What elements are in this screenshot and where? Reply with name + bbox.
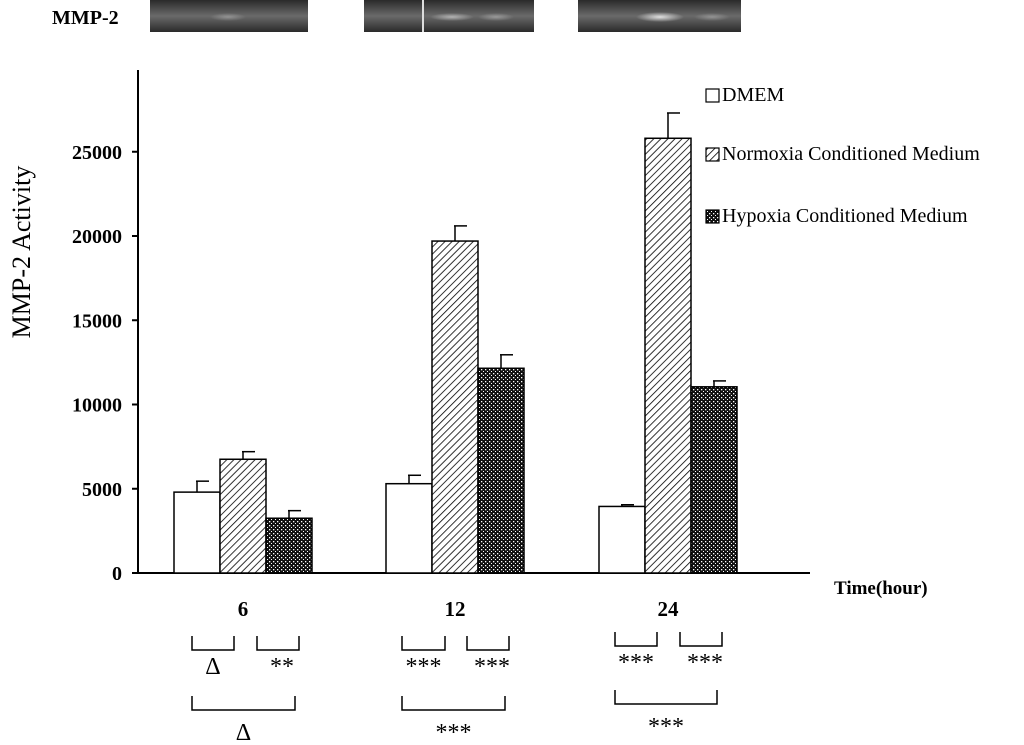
bars: [173, 112, 738, 574]
bar: [477, 367, 525, 574]
legend-swatch: [705, 209, 720, 224]
significance-mark: ***: [687, 650, 723, 676]
significance-mark: ***: [436, 720, 472, 745]
y-tick-label: 20000: [72, 226, 122, 248]
gel-lane-divider: [422, 0, 424, 32]
significance-mark: ***: [648, 714, 684, 740]
gel-band: [210, 13, 246, 21]
bar: [173, 491, 221, 574]
bracket-left: [191, 636, 235, 651]
significance-mark: ***: [406, 654, 442, 680]
bracket-bottom: [401, 696, 506, 711]
significance-mark: Δ: [236, 720, 251, 745]
bracket-bottom: [191, 696, 296, 711]
x-tick-label: 6: [238, 597, 249, 621]
legend-swatch: [705, 88, 720, 103]
bracket-bottom: [614, 690, 718, 705]
significance-mark: Δ: [205, 654, 220, 680]
y-tick-label: 25000: [72, 142, 122, 164]
x-axis-title: Time(hour): [834, 578, 928, 599]
y-tick-label: 15000: [72, 310, 122, 332]
bar: [644, 137, 692, 574]
y-ticks: 0 5000 10000 15000 20000 25000: [72, 142, 138, 585]
significance-mark: ***: [618, 650, 654, 676]
bracket-right: [679, 632, 723, 647]
bar: [219, 458, 267, 574]
gel-label: MMP-2: [52, 7, 119, 29]
significance-mark: **: [270, 654, 294, 680]
significance-brackets: Δ ** Δ *** *** *** *** *** ***: [191, 632, 723, 745]
gel-band: [636, 12, 684, 22]
bar: [598, 505, 646, 574]
legend: DMEM Normoxia Conditioned Medium Hypoxia C…: [705, 84, 980, 227]
y-tick-label: 0: [112, 563, 122, 585]
x-tick-label: 12: [445, 597, 466, 621]
bar: [690, 386, 738, 574]
bar: [431, 240, 479, 574]
y-tick-label: 5000: [82, 479, 122, 501]
legend-entry: Normoxia Conditioned Medium: [722, 143, 980, 165]
y-axis-title: MMP-2 Activity: [7, 166, 36, 339]
significance-mark: ***: [474, 654, 510, 680]
x-tick-label: 24: [658, 597, 680, 621]
gel-band: [478, 13, 514, 21]
bracket-right: [466, 636, 510, 651]
bar: [385, 482, 433, 574]
bracket-left: [614, 632, 658, 647]
legend-entry: Hypoxia Conditioned Medium: [722, 205, 968, 227]
legend-swatch: [705, 147, 720, 162]
gel-strip: MMP-2: [52, 0, 741, 32]
legend-entry: DMEM: [722, 84, 784, 106]
gel-band: [430, 13, 474, 21]
x-tick-labels: 6 12 24: [238, 597, 679, 621]
bracket-right: [256, 636, 300, 651]
bracket-left: [401, 636, 446, 651]
bar: [265, 517, 313, 574]
y-tick-label: 10000: [72, 395, 122, 417]
gel-band: [694, 13, 730, 21]
